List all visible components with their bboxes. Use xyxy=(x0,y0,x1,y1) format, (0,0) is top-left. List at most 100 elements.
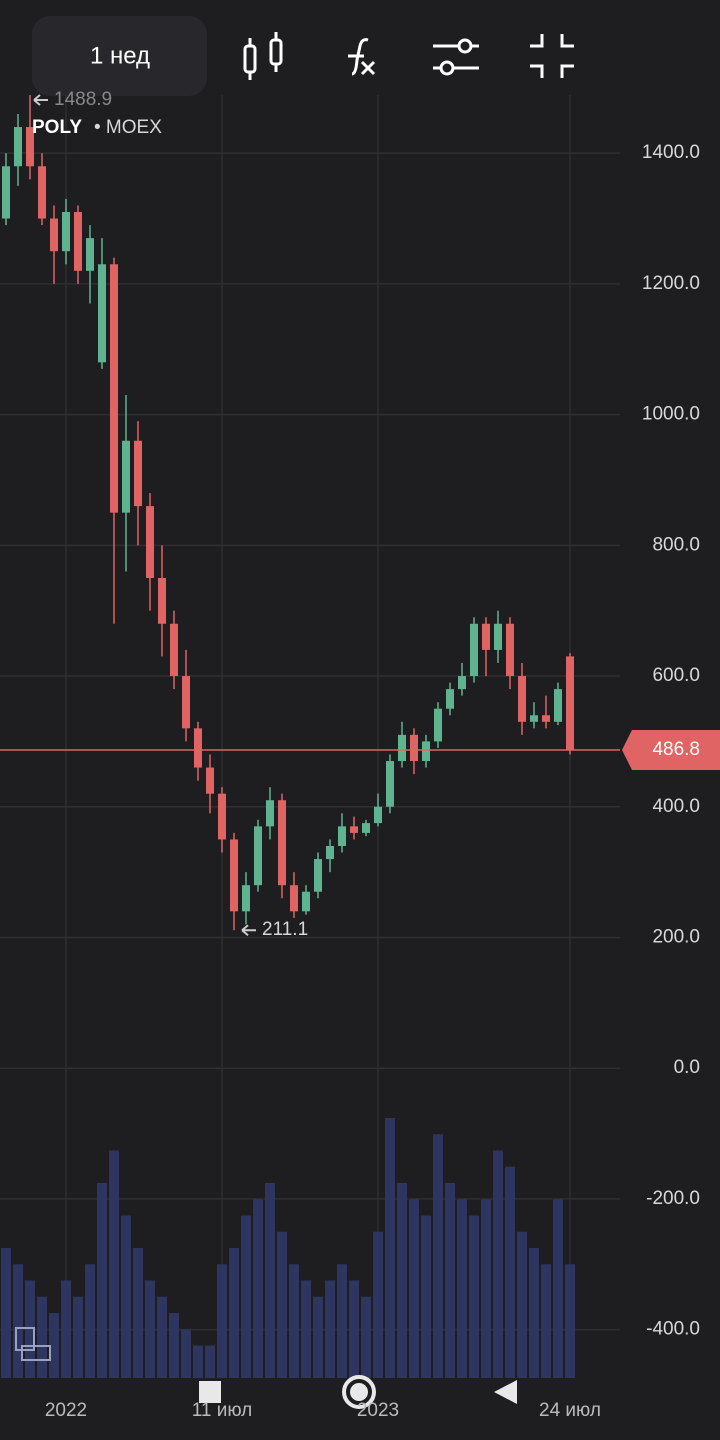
volume-bar xyxy=(169,1313,179,1378)
y-tick-label: -400.0 xyxy=(646,1319,700,1340)
volume-bar xyxy=(409,1199,419,1378)
volume-bar xyxy=(205,1345,215,1378)
symbol: POLY xyxy=(32,117,82,138)
volume-bar xyxy=(349,1280,359,1378)
volume-bar xyxy=(121,1215,131,1378)
candles-icon[interactable] xyxy=(243,32,283,80)
volume-bar xyxy=(361,1296,371,1378)
volume-bar xyxy=(109,1150,119,1378)
volume-bar xyxy=(157,1296,167,1378)
volume-bar xyxy=(325,1280,335,1378)
volume-bar xyxy=(313,1296,323,1378)
collapse-icon[interactable] xyxy=(530,34,574,78)
volume-bar xyxy=(277,1231,287,1378)
volume-bar xyxy=(265,1183,275,1378)
volume-bar xyxy=(433,1134,443,1378)
y-tick-label: 600.0 xyxy=(652,665,700,686)
candle-body xyxy=(122,440,130,513)
volume-bar xyxy=(85,1264,95,1378)
volume-bar xyxy=(373,1231,383,1378)
volume-bar xyxy=(421,1215,431,1378)
volume-bar xyxy=(229,1248,239,1378)
scale-icon[interactable] xyxy=(15,1327,51,1361)
candle-body xyxy=(458,676,466,690)
candle-body xyxy=(110,264,118,513)
candle-body xyxy=(338,826,346,846)
candle-body xyxy=(50,218,58,252)
y-tick-label: -200.0 xyxy=(646,1188,700,1209)
volume-bar xyxy=(481,1199,491,1378)
candle-body xyxy=(218,793,226,840)
candle-body xyxy=(494,623,502,650)
volume-bar xyxy=(61,1280,71,1378)
volume-bar xyxy=(73,1296,83,1378)
x-tick-label: 2023 xyxy=(357,1400,399,1421)
volume-bar xyxy=(529,1248,539,1378)
candle-body xyxy=(386,761,394,807)
candle-body xyxy=(38,166,46,219)
candle-body xyxy=(410,734,418,762)
volume-bar xyxy=(469,1215,479,1378)
volume-bar xyxy=(13,1264,23,1378)
volume-bar xyxy=(181,1329,191,1378)
y-tick-label: 1200.0 xyxy=(642,273,700,294)
nav-home-dot xyxy=(350,1383,368,1401)
volume-bar xyxy=(37,1296,47,1378)
candle-body xyxy=(194,728,202,768)
y-tick-label: 800.0 xyxy=(652,534,700,555)
low-annotation: 211.1 xyxy=(262,919,308,940)
volume-bar xyxy=(289,1264,299,1378)
candle-body xyxy=(470,623,478,677)
candle-body xyxy=(434,708,442,742)
candle-body xyxy=(278,800,286,886)
x-tick-label: 2022 xyxy=(45,1400,87,1421)
volume-bar xyxy=(457,1199,467,1378)
volume-bar xyxy=(49,1313,59,1378)
candle-body xyxy=(14,127,22,167)
candle-body xyxy=(98,264,106,363)
volume-bar xyxy=(217,1264,227,1378)
y-tick-label: 1400.0 xyxy=(642,142,700,163)
settings-icon[interactable] xyxy=(433,38,479,76)
candle-body xyxy=(374,806,382,824)
candle-body xyxy=(146,506,154,579)
nav-back[interactable] xyxy=(494,1380,517,1404)
volume-bar xyxy=(145,1280,155,1378)
candle-body xyxy=(314,859,322,892)
candle-body xyxy=(2,166,10,219)
volume-bar xyxy=(385,1118,395,1378)
candle-body xyxy=(170,623,178,677)
exchange: • MOEX xyxy=(94,117,162,138)
nav-home[interactable] xyxy=(342,1375,376,1409)
candle-body xyxy=(482,623,490,650)
interval-label: 1 нед xyxy=(90,42,150,69)
nav-recents[interactable] xyxy=(199,1381,221,1403)
candle-body xyxy=(158,578,166,624)
candle-body xyxy=(506,623,514,677)
volume-bar xyxy=(565,1264,575,1378)
candle-body xyxy=(86,238,94,271)
candle-body xyxy=(134,440,142,507)
indicators-icon[interactable] xyxy=(348,38,376,76)
candle-body xyxy=(566,656,574,751)
high-annotation: 1488.9 xyxy=(54,89,112,110)
low-arrow xyxy=(241,924,256,936)
candle-body xyxy=(398,734,406,762)
candle-body xyxy=(554,689,562,722)
volume-bar xyxy=(133,1248,143,1378)
y-tick-label: 200.0 xyxy=(652,926,700,947)
y-tick-label: 0.0 xyxy=(674,1057,700,1078)
candle-body xyxy=(74,211,82,271)
volume-bar xyxy=(517,1231,527,1378)
candle-body xyxy=(266,800,274,827)
volume-bar xyxy=(553,1199,563,1378)
y-tick-label: 1000.0 xyxy=(642,404,700,425)
candle-body xyxy=(62,211,70,252)
candle-body xyxy=(290,885,298,912)
candle-body xyxy=(446,689,454,709)
interval-button[interactable] xyxy=(32,16,207,96)
volume-bar xyxy=(505,1166,515,1378)
last-price-label: 486.8 xyxy=(652,739,700,760)
